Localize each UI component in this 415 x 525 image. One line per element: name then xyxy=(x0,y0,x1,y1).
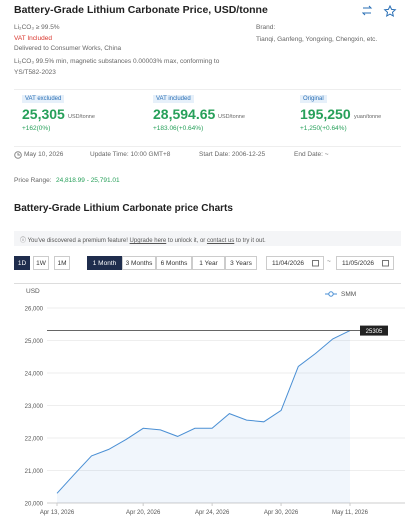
price-label: Original xyxy=(300,95,327,103)
grade: Li₂CO₃ ≥ 99.5% xyxy=(14,24,60,31)
clock-icon xyxy=(14,151,22,159)
x-tick-label: Apr 20, 2026 xyxy=(126,510,161,516)
y-tick-label: 23,000 xyxy=(25,404,44,410)
legend-label: SMM xyxy=(341,291,356,298)
price-value: 195,250 xyxy=(300,106,351,122)
chart: USD 20,000 21,000 22,000 23,000 24,000 25,000 2… xyxy=(14,283,405,516)
calendar-icons xyxy=(312,260,389,267)
y-tick-label: 20,000 xyxy=(25,502,44,508)
period-button[interactable]: 3 Years xyxy=(225,256,257,270)
notice-text: to try it out. xyxy=(235,238,266,244)
date-to[interactable]: 11/05/2026 xyxy=(336,256,394,270)
last-value-box xyxy=(360,325,388,336)
icons[interactable] xyxy=(362,5,398,17)
end-date: End Date: ~ xyxy=(294,151,329,158)
notice: ⓘ You've discovered a premium feature! U… xyxy=(20,238,266,244)
area xyxy=(57,330,350,503)
price-range-label: Price Range: xyxy=(14,177,52,184)
start-date: Start Date: 2006-12-25 xyxy=(199,151,266,158)
line xyxy=(56,330,351,494)
price-change: +162(0%) xyxy=(22,125,51,132)
update-time: Update Time: 10:00 GMT+8 xyxy=(90,151,171,158)
x-tick-label: May 11, 2026 xyxy=(332,510,369,516)
price-cards xyxy=(14,89,401,147)
upgrade-link[interactable]: Upgrade here xyxy=(129,238,167,244)
period-button[interactable]: 1 Year xyxy=(192,256,225,270)
brand-label: Brand: xyxy=(256,24,276,31)
price-change: +1,250(+0.64%) xyxy=(300,125,347,132)
x-tick-label: Apr 13, 2026 xyxy=(40,510,75,516)
period-button[interactable]: 6 Months xyxy=(156,256,192,270)
price-change: +183.06(+0.64%) xyxy=(153,125,204,132)
price-label: VAT excluded xyxy=(22,95,65,103)
price-range: 24,818.99 - 25,791.01 xyxy=(56,177,120,184)
last-value-label: 25305 xyxy=(366,329,383,335)
x-tick-label: Apr 24, 2026 xyxy=(195,510,230,516)
y-tick-label: 22,000 xyxy=(25,437,44,443)
price-unit: yuan/tonne xyxy=(354,114,382,120)
y-tick-label: 24,000 xyxy=(25,372,44,378)
notice-text: You've discovered a premium feature! xyxy=(27,238,128,244)
price-value: 25,305 xyxy=(22,106,65,122)
price-unit: USD/tonne xyxy=(218,114,245,120)
delivery: Delivered to Consumer Works, China xyxy=(14,45,122,52)
contact-link[interactable]: contact us xyxy=(206,238,235,244)
date-from[interactable]: 11/04/2026 xyxy=(266,256,324,270)
price-label: VAT included xyxy=(153,95,194,103)
y-tick-label: 25,000 xyxy=(25,339,44,345)
vat: VAT Included xyxy=(14,35,52,42)
period-button[interactable]: 1 Month xyxy=(87,256,122,270)
x-tick-label: Apr 30, 2026 xyxy=(264,510,299,516)
date-separator: ~ xyxy=(327,258,331,265)
price-value: 28,594.65 xyxy=(153,106,216,122)
section-title: Battery-Grade Lithium Carbonate price Ch… xyxy=(14,203,233,214)
notice-text: to unlock it, or xyxy=(167,238,206,244)
range-button[interactable]: 1W xyxy=(33,256,49,270)
y-axis-label: USD xyxy=(26,288,40,295)
price-unit: USD/tonne xyxy=(68,114,95,120)
brands: Tianqi, Ganfeng, Yongxing, Chengxin, etc… xyxy=(256,36,378,43)
range-button[interactable]: 1M xyxy=(54,256,70,270)
legend-marker xyxy=(328,291,334,297)
y-tick-label: 26,000 xyxy=(25,307,44,313)
date: May 10, 2026 xyxy=(24,151,64,158)
range-button[interactable]: 1D xyxy=(14,256,30,270)
notice-box xyxy=(14,231,401,246)
title: Battery-Grade Lithium Carbonate Price, U… xyxy=(14,4,268,16)
period-button[interactable]: 3 Months xyxy=(122,256,156,270)
spec: Li₂CO₃ 99.5% min, magnetic substances 0.… xyxy=(14,58,220,76)
y-tick-label: 21,000 xyxy=(25,469,44,475)
